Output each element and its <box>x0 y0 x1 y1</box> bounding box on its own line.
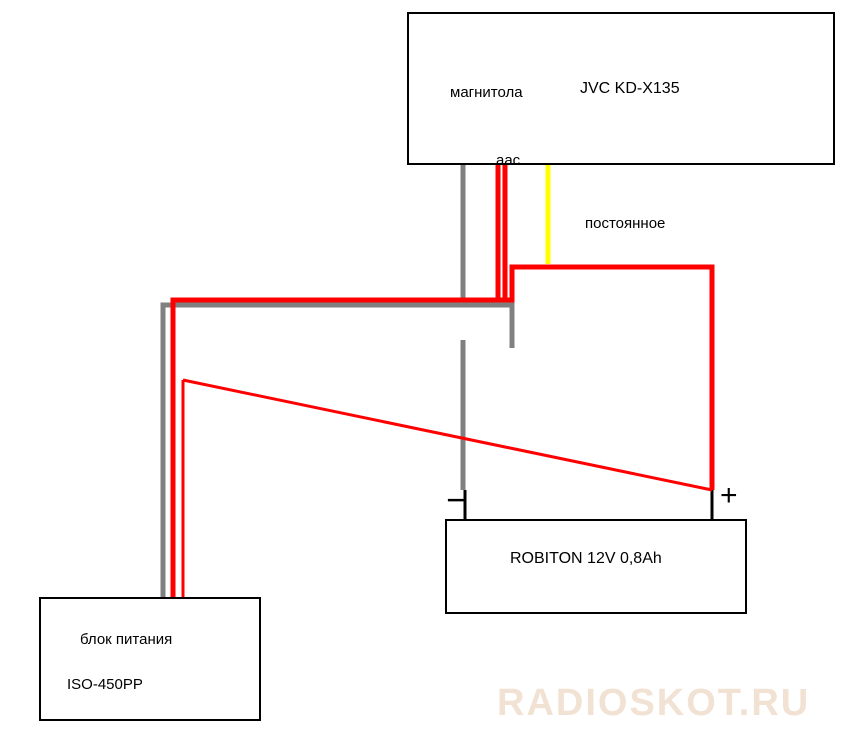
battery-label: ROBITON 12V 0,8Ah <box>510 550 662 568</box>
radio-type-label: магнитола <box>450 84 523 101</box>
wire <box>375 305 512 348</box>
psu-title-label: блок питания <box>80 631 172 648</box>
psu-model-label: ISO-450PP <box>67 676 143 693</box>
wire <box>163 165 463 597</box>
wire <box>480 267 712 490</box>
constant-label: постоянное <box>585 215 665 232</box>
diagram-canvas: { "boxes": { "radio": { "x": 407, "y": 1… <box>0 0 857 754</box>
aac-label: аас <box>496 152 520 169</box>
minus-symbol: − <box>446 479 467 521</box>
radio-model-label: JVC KD-X135 <box>580 80 680 98</box>
watermark: RADIOSKOT.RU <box>497 682 810 725</box>
psu-box <box>39 597 261 721</box>
wire <box>183 380 712 490</box>
plus-symbol: + <box>720 479 738 513</box>
